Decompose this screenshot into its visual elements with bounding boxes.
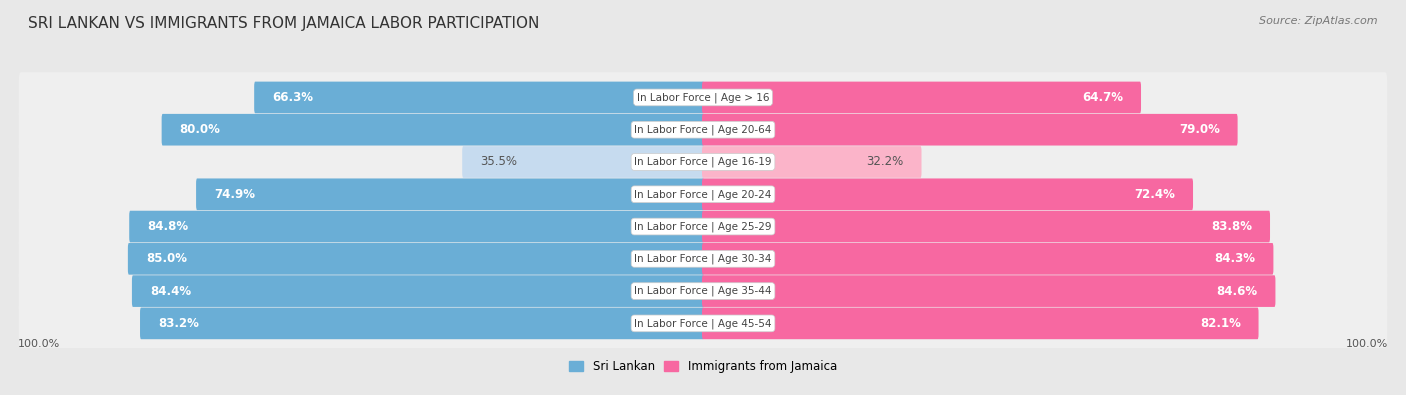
Text: SRI LANKAN VS IMMIGRANTS FROM JAMAICA LABOR PARTICIPATION: SRI LANKAN VS IMMIGRANTS FROM JAMAICA LA… [28,16,540,31]
FancyBboxPatch shape [162,114,704,145]
FancyBboxPatch shape [18,298,1388,348]
FancyBboxPatch shape [18,234,1388,284]
Text: In Labor Force | Age 35-44: In Labor Force | Age 35-44 [634,286,772,296]
Text: 80.0%: 80.0% [180,123,221,136]
FancyBboxPatch shape [18,201,1388,252]
FancyBboxPatch shape [132,275,704,307]
FancyBboxPatch shape [702,243,1274,275]
Text: In Labor Force | Age > 16: In Labor Force | Age > 16 [637,92,769,103]
FancyBboxPatch shape [702,275,1275,307]
Text: 74.9%: 74.9% [214,188,254,201]
Text: In Labor Force | Age 20-24: In Labor Force | Age 20-24 [634,189,772,199]
FancyBboxPatch shape [254,82,704,113]
Text: 100.0%: 100.0% [1347,339,1389,349]
Text: 79.0%: 79.0% [1178,123,1219,136]
FancyBboxPatch shape [702,308,1258,339]
Text: 85.0%: 85.0% [146,252,187,265]
Text: 82.1%: 82.1% [1199,317,1240,330]
FancyBboxPatch shape [141,308,704,339]
FancyBboxPatch shape [18,72,1388,122]
FancyBboxPatch shape [463,146,704,178]
FancyBboxPatch shape [18,137,1388,187]
FancyBboxPatch shape [702,146,921,178]
Text: 32.2%: 32.2% [866,156,904,169]
Text: 100.0%: 100.0% [17,339,59,349]
Text: 84.3%: 84.3% [1215,252,1256,265]
Text: 35.5%: 35.5% [479,156,517,169]
FancyBboxPatch shape [18,105,1388,155]
Text: 83.8%: 83.8% [1211,220,1253,233]
FancyBboxPatch shape [18,169,1388,220]
FancyBboxPatch shape [128,243,704,275]
FancyBboxPatch shape [18,266,1388,316]
Text: 64.7%: 64.7% [1083,91,1123,104]
Text: 72.4%: 72.4% [1135,188,1175,201]
FancyBboxPatch shape [702,211,1270,243]
Text: In Labor Force | Age 25-29: In Labor Force | Age 25-29 [634,221,772,232]
FancyBboxPatch shape [702,179,1194,210]
FancyBboxPatch shape [129,211,704,243]
Text: 83.2%: 83.2% [157,317,198,330]
Text: In Labor Force | Age 16-19: In Labor Force | Age 16-19 [634,157,772,167]
Text: In Labor Force | Age 45-54: In Labor Force | Age 45-54 [634,318,772,329]
Text: Source: ZipAtlas.com: Source: ZipAtlas.com [1260,16,1378,26]
Text: In Labor Force | Age 20-64: In Labor Force | Age 20-64 [634,124,772,135]
FancyBboxPatch shape [702,82,1142,113]
FancyBboxPatch shape [195,179,704,210]
Text: In Labor Force | Age 30-34: In Labor Force | Age 30-34 [634,254,772,264]
Text: 84.4%: 84.4% [150,285,191,297]
Text: 66.3%: 66.3% [273,91,314,104]
FancyBboxPatch shape [702,114,1237,145]
Legend: Sri Lankan, Immigrants from Jamaica: Sri Lankan, Immigrants from Jamaica [564,355,842,378]
Text: 84.6%: 84.6% [1216,285,1257,297]
Text: 84.8%: 84.8% [148,220,188,233]
